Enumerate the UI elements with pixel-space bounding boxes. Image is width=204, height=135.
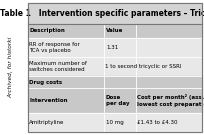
- Bar: [28, 3, 202, 24]
- Bar: [28, 38, 202, 57]
- Bar: [28, 88, 202, 113]
- Text: Amitriptyline: Amitriptyline: [29, 120, 64, 125]
- Text: Maximum number of
switches considered: Maximum number of switches considered: [29, 61, 87, 72]
- Text: £1.43 to £4.30: £1.43 to £4.30: [137, 120, 178, 125]
- Bar: [28, 77, 202, 88]
- Text: Dose
per day: Dose per day: [106, 95, 130, 106]
- Text: Table 1   Intervention specific parameters – Tricyclics: Table 1 Intervention specific parameters…: [0, 9, 204, 18]
- Text: Intervention: Intervention: [29, 98, 68, 103]
- Text: Drug costs: Drug costs: [29, 80, 62, 85]
- Text: 1.31: 1.31: [106, 45, 118, 50]
- Text: Archived, for historki: Archived, for historki: [9, 37, 14, 98]
- Text: 10 mg: 10 mg: [106, 120, 124, 125]
- Text: Value: Value: [106, 28, 123, 33]
- Bar: [28, 24, 202, 38]
- Text: 1 to second tricyclic or SSRI: 1 to second tricyclic or SSRI: [105, 64, 182, 69]
- Bar: [28, 113, 202, 132]
- Text: Cost per month² (assumin
lowest cost preparation): Cost per month² (assumin lowest cost pre…: [137, 94, 204, 107]
- Bar: [28, 57, 202, 77]
- Text: Description: Description: [29, 28, 65, 33]
- Text: RR of response for
TCA vs placebo: RR of response for TCA vs placebo: [29, 42, 80, 53]
- Bar: [28, 3, 202, 132]
